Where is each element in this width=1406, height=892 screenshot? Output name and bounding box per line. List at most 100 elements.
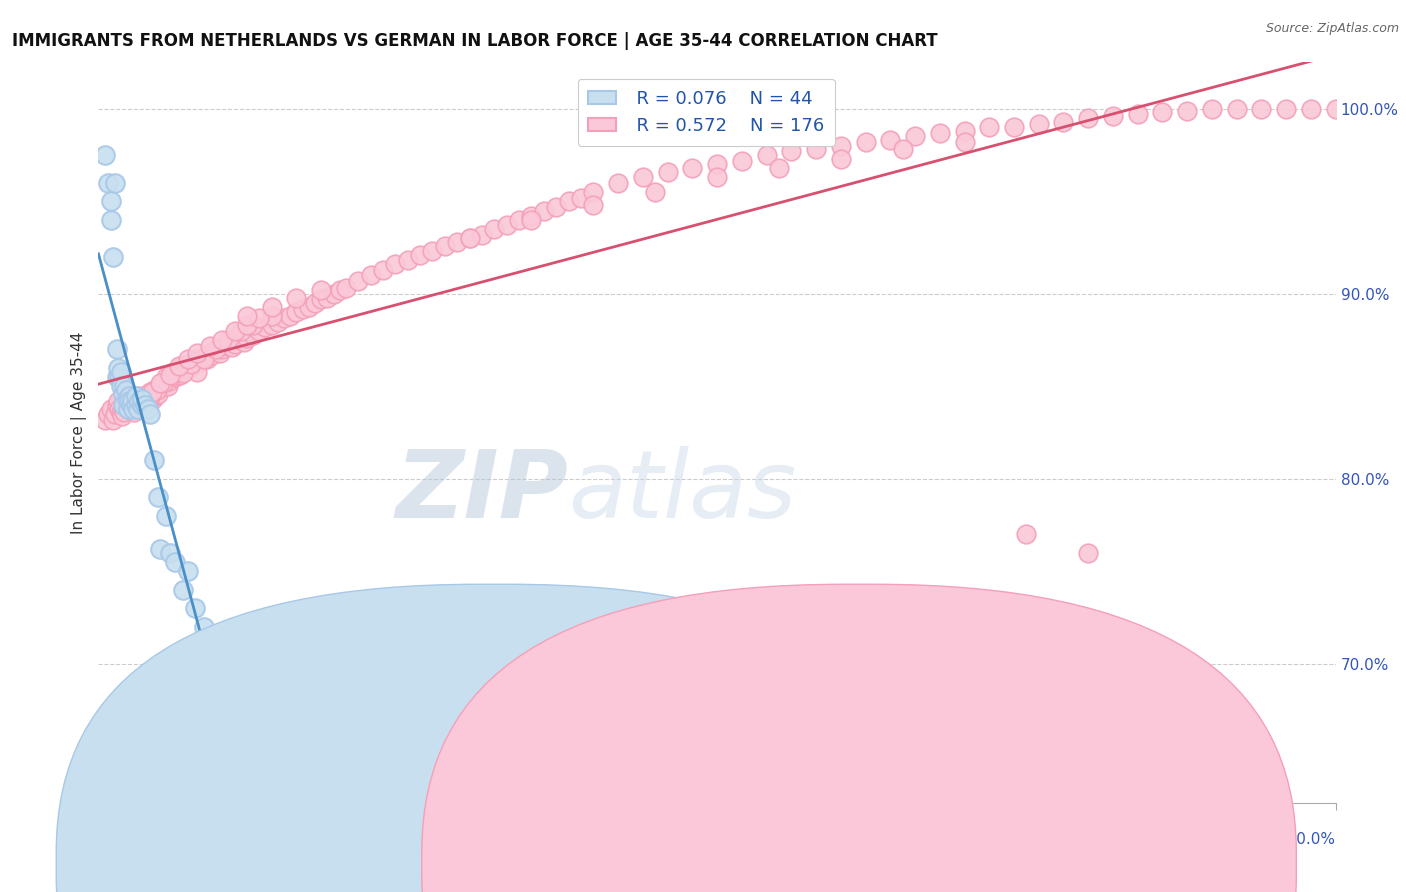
- Point: [1175, 103, 1198, 118]
- Point: [110, 365, 132, 379]
- Point: [236, 318, 259, 333]
- Point: [155, 508, 177, 523]
- Point: [458, 231, 481, 245]
- Point: [129, 392, 152, 407]
- Point: [384, 257, 406, 271]
- Point: [195, 351, 218, 366]
- Point: [100, 194, 122, 209]
- Point: [117, 401, 139, 416]
- Point: [141, 388, 163, 402]
- Point: [1299, 102, 1322, 116]
- Text: Source: ZipAtlas.com: Source: ZipAtlas.com: [1265, 22, 1399, 36]
- Point: [121, 394, 143, 409]
- Point: [260, 318, 283, 333]
- Point: [1201, 102, 1223, 116]
- Point: [149, 379, 172, 393]
- Point: [172, 365, 194, 379]
- Point: [582, 198, 605, 212]
- Point: [533, 203, 555, 218]
- Point: [316, 291, 339, 305]
- Point: [291, 301, 314, 316]
- Point: [165, 555, 187, 569]
- Point: [124, 388, 146, 402]
- Text: atlas: atlas: [568, 446, 797, 537]
- Point: [120, 394, 142, 409]
- Point: [396, 253, 419, 268]
- Point: [193, 620, 215, 634]
- Point: [979, 120, 1001, 135]
- Point: [780, 145, 803, 159]
- Point: [159, 546, 181, 560]
- Point: [681, 161, 703, 175]
- Point: [217, 338, 239, 352]
- Point: [127, 388, 149, 402]
- Point: [217, 666, 239, 681]
- Point: [180, 357, 202, 371]
- Point: [157, 374, 180, 388]
- Point: [298, 300, 321, 314]
- Point: [153, 379, 176, 393]
- Point: [118, 394, 141, 409]
- Point: [103, 407, 125, 421]
- Point: [149, 376, 172, 390]
- Text: 0.0%: 0.0%: [98, 832, 138, 847]
- Point: [112, 386, 135, 401]
- Point: [804, 143, 827, 157]
- Point: [127, 401, 149, 416]
- Point: [117, 401, 139, 416]
- Point: [1028, 116, 1050, 130]
- Point: [309, 293, 332, 307]
- Point: [128, 394, 150, 409]
- Point: [458, 231, 481, 245]
- Point: [122, 398, 145, 412]
- Point: [145, 383, 167, 397]
- Point: [657, 164, 679, 178]
- Point: [142, 392, 165, 407]
- Point: [112, 379, 135, 393]
- Point: [706, 157, 728, 171]
- Point: [285, 291, 308, 305]
- Point: [254, 320, 277, 334]
- Point: [159, 370, 181, 384]
- Point: [143, 383, 166, 397]
- Point: [1324, 102, 1347, 116]
- Point: [112, 398, 135, 412]
- Point: [124, 398, 146, 412]
- Text: 100.0%: 100.0%: [1278, 832, 1336, 847]
- Point: [111, 409, 134, 423]
- Point: [105, 398, 128, 412]
- Point: [879, 133, 901, 147]
- Point: [242, 318, 264, 333]
- Point: [1152, 105, 1174, 120]
- Point: [446, 235, 468, 249]
- Point: [360, 268, 382, 283]
- Point: [172, 582, 194, 597]
- Point: [131, 394, 153, 409]
- Point: [433, 238, 456, 252]
- Point: [471, 227, 494, 242]
- Point: [146, 386, 169, 401]
- Point: [1052, 114, 1074, 128]
- Point: [103, 250, 125, 264]
- Point: [193, 350, 215, 364]
- Point: [143, 453, 166, 467]
- Text: IMMIGRANTS FROM NETHERLANDS VS GERMAN IN LABOR FORCE | AGE 35-44 CORRELATION CHA: IMMIGRANTS FROM NETHERLANDS VS GERMAN IN…: [11, 32, 938, 50]
- Point: [124, 405, 146, 419]
- Point: [145, 383, 167, 397]
- Point: [508, 212, 530, 227]
- Point: [136, 388, 159, 402]
- Point: [131, 401, 153, 416]
- Point: [322, 286, 344, 301]
- Point: [1250, 102, 1272, 116]
- Point: [1275, 102, 1298, 116]
- Point: [180, 357, 202, 371]
- Point: [422, 244, 444, 259]
- Point: [132, 388, 155, 402]
- Point: [229, 333, 252, 347]
- Point: [242, 327, 264, 342]
- Point: [105, 343, 128, 357]
- Text: Germans: Germans: [880, 857, 949, 871]
- Point: [236, 309, 259, 323]
- Point: [162, 365, 184, 379]
- Point: [103, 176, 125, 190]
